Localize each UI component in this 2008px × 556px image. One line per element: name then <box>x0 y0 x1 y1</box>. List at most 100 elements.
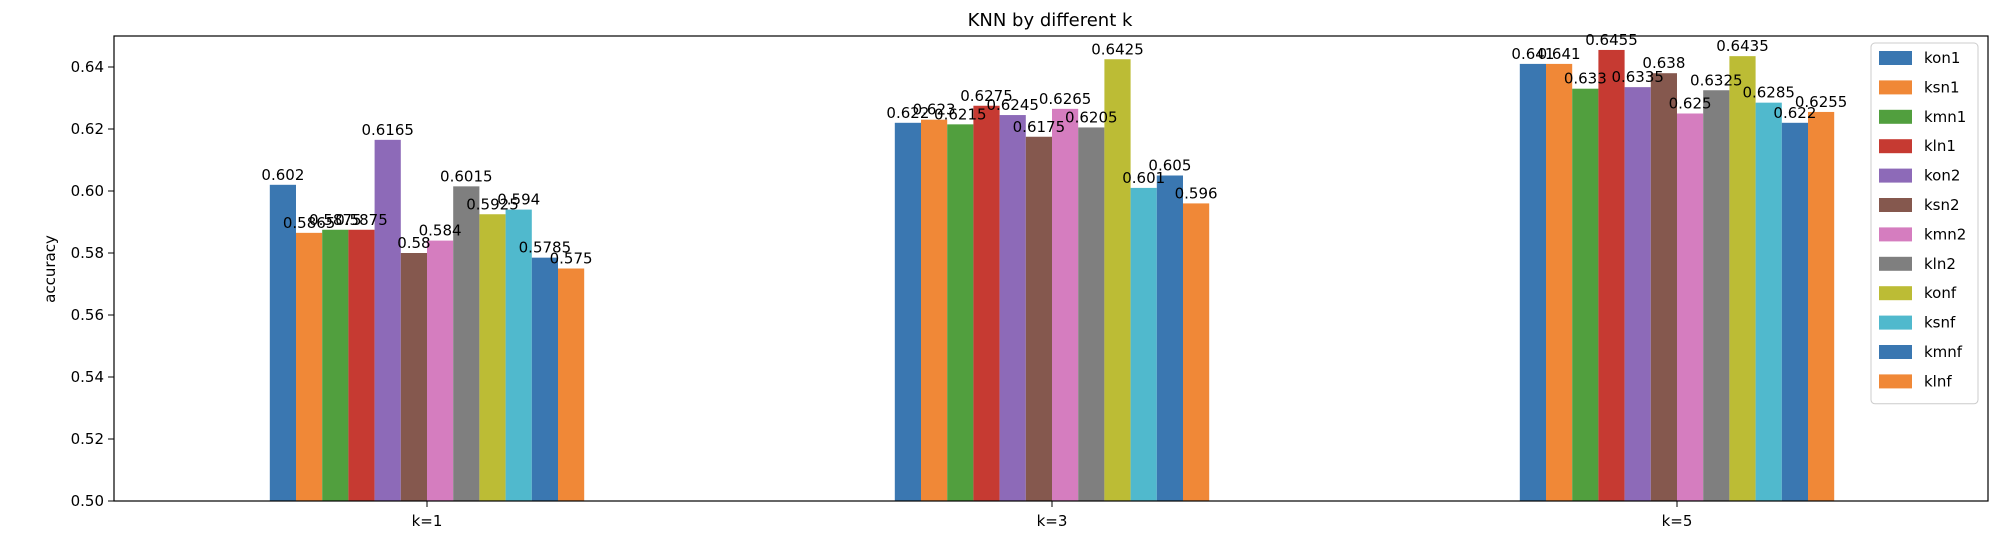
y-axis-label: accuracy <box>41 235 59 303</box>
value-label-kmnf-k=1: 0.5785 <box>519 239 572 257</box>
bar-kmn2-k=5 <box>1677 113 1704 501</box>
bar-ksn2-k=1 <box>400 253 427 501</box>
ticks-layer: 0.50 0.52 0.54 0.56 0.58 0.60 0.62 0.64 k=1 k=3 k=… <box>71 58 1693 530</box>
y-tick-label: 0.52 <box>71 430 104 448</box>
bars-layer <box>269 49 1835 502</box>
legend-swatch-kln2 <box>1879 256 1912 271</box>
bar-kln2-k=3 <box>1078 127 1105 501</box>
bar-kon2-k=5 <box>1624 87 1651 502</box>
legend: kon1 ksn1 kmn1 kln1 kon2 ksn2 kmn2 kln2 konf ksnf… <box>1870 42 1979 405</box>
value-label-ksn2-k=3: 0.6175 <box>1013 118 1066 136</box>
value-label-kon1-k=1: 0.602 <box>261 166 304 184</box>
x-tick-label: k=1 <box>412 512 443 530</box>
bar-konf-k=5 <box>1729 56 1756 502</box>
legend-box <box>1870 42 1979 405</box>
legend-label-ksnf: ksnf <box>1924 314 1956 332</box>
legend-swatch-kmnf <box>1879 345 1912 359</box>
legend-swatch-kmn2 <box>1879 227 1912 242</box>
y-tick-label: 0.56 <box>71 306 104 324</box>
bar-kln1-k=3 <box>973 105 1000 501</box>
bar-kmn1-k=1 <box>322 229 349 501</box>
value-label-kmn1-k=1: 0.5875 <box>309 211 362 229</box>
value-label-kmn2-k=5: 0.625 <box>1669 95 1712 113</box>
value-label-kmnf-k=5: 0.622 <box>1773 104 1816 122</box>
x-tick-label: k=5 <box>1662 512 1693 530</box>
value-label-kln2-k=3: 0.6205 <box>1065 108 1118 126</box>
legend-label-kon1: kon1 <box>1924 49 1960 67</box>
value-label-kmn2-k=3: 0.6265 <box>1039 90 1092 108</box>
value-label-klnf-k=1: 0.575 <box>550 250 593 268</box>
bar-konf-k=1 <box>479 214 506 501</box>
bar-kon1-k=5 <box>1519 63 1546 502</box>
value-label-kon2-k=3: 0.6245 <box>986 96 1039 114</box>
chart-title: KNN by different k <box>968 10 1133 31</box>
bar-ksn1-k=3 <box>921 119 948 501</box>
value-label-ksnf-k=3: 0.601 <box>1122 169 1165 187</box>
bar-kmnf-k=3 <box>1156 175 1183 501</box>
y-tick-label: 0.50 <box>71 492 104 510</box>
bar-ksn2-k=3 <box>1025 136 1052 501</box>
bar-kln2-k=5 <box>1703 90 1730 501</box>
bar-klnf-k=3 <box>1183 203 1210 501</box>
bar-kln2-k=1 <box>453 186 480 501</box>
legend-swatch-ksn2 <box>1879 198 1912 212</box>
bar-ksn1-k=5 <box>1546 63 1573 502</box>
legend-label-ksn1: ksn1 <box>1924 78 1960 96</box>
value-label-konf-k=5: 0.6435 <box>1716 37 1769 55</box>
bar-kmnf-k=1 <box>531 257 558 501</box>
value-label-kon2-k=5: 0.6335 <box>1611 68 1664 86</box>
value-label-kon2-k=1: 0.6165 <box>361 121 414 139</box>
bar-ksnf-k=1 <box>505 209 532 501</box>
bar-klnf-k=5 <box>1808 111 1835 501</box>
y-tick-label: 0.58 <box>71 244 104 262</box>
value-label-kln1-k=5: 0.6455 <box>1585 31 1638 49</box>
legend-label-klnf: klnf <box>1924 372 1952 390</box>
bar-konf-k=3 <box>1104 59 1131 501</box>
y-tick-label: 0.54 <box>71 368 104 386</box>
plot-frame <box>113 35 1989 502</box>
value-label-ksn2-k=1: 0.58 <box>397 234 430 252</box>
value-label-kln1-k=3: 0.6275 <box>960 87 1013 105</box>
value-label-kln2-k=5: 0.6325 <box>1690 71 1743 89</box>
legend-label-kln2: kln2 <box>1924 255 1956 273</box>
value-label-ksnf-k=1: 0.594 <box>497 191 540 209</box>
bar-kln1-k=1 <box>348 229 375 501</box>
y-tick-label: 0.64 <box>71 58 104 76</box>
x-tick-label: k=3 <box>1037 512 1068 530</box>
legend-swatch-kln1 <box>1879 139 1912 154</box>
legend-swatch-kon2 <box>1879 168 1912 183</box>
y-tick-label: 0.60 <box>71 182 104 200</box>
value-label-kmn2-k=1: 0.584 <box>419 222 462 240</box>
legend-swatch-kmn1 <box>1879 109 1912 124</box>
legend-label-kon2: kon2 <box>1924 167 1960 185</box>
value-label-ksn1-k=1: 0.5865 <box>283 214 336 232</box>
bar-kmn2-k=3 <box>1052 108 1079 501</box>
value-label-klnf-k=5: 0.6255 <box>1795 93 1848 111</box>
legend-swatch-ksn1 <box>1879 80 1912 95</box>
value-label-konf-k=1: 0.5925 <box>466 195 519 213</box>
value-label-kmnf-k=3: 0.605 <box>1148 157 1191 175</box>
legend-label-ksn2: ksn2 <box>1924 196 1960 214</box>
bar-klnf-k=1 <box>558 268 585 501</box>
legend-label-kmn1: kmn1 <box>1924 108 1966 126</box>
bar-kmn1-k=3 <box>947 124 974 501</box>
bar-kon2-k=1 <box>374 139 401 501</box>
value-label-ksn1-k=3: 0.623 <box>913 101 956 119</box>
legend-swatch-ksnf <box>1879 315 1912 330</box>
legend-label-kmn2: kmn2 <box>1924 225 1966 243</box>
legend-label-kln1: kln1 <box>1924 137 1956 155</box>
value-label-klnf-k=3: 0.596 <box>1175 184 1218 202</box>
legend-label-konf: konf <box>1924 284 1957 302</box>
value-labels-layer: 0.602 0.622 0.641 0.5865 0.623 0.641 0.5875 0.6… <box>261 31 1847 268</box>
value-label-kon1-k=5: 0.641 <box>1511 45 1554 63</box>
value-label-konf-k=3: 0.6425 <box>1091 40 1144 58</box>
bar-kmn1-k=5 <box>1572 88 1599 501</box>
legend-label-kmnf: kmnf <box>1924 343 1963 361</box>
value-label-kmn1-k=5: 0.633 <box>1564 70 1607 88</box>
value-label-kon1-k=3: 0.622 <box>886 104 929 122</box>
value-label-kln2-k=1: 0.6015 <box>440 167 493 185</box>
value-label-kln1-k=1: 0.5875 <box>335 211 388 229</box>
bar-ksnf-k=5 <box>1755 102 1782 502</box>
bar-ksn1-k=1 <box>296 232 323 501</box>
